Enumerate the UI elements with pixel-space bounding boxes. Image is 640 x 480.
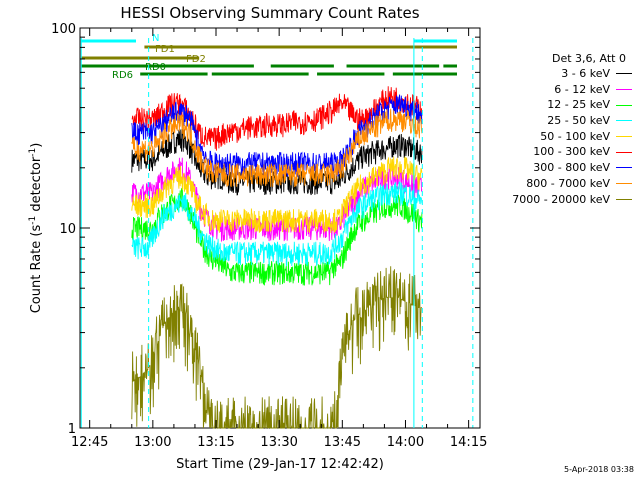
timestamp: 5-Apr-2018 03:38 [564,465,634,474]
legend-label: 6 - 12 keV [554,82,610,96]
series-line-8 [131,266,422,430]
legend-label: 50 - 100 keV [540,129,610,143]
x-tick-label: 13:15 [197,435,234,450]
legend-title: Det 3,6, Att 0 [552,52,626,65]
y-tick-label: 10 [59,222,76,237]
flag-label-rd0: RD0 [145,62,166,73]
legend-item: 6 - 12 keV [492,82,632,98]
legend-label: 100 - 300 keV [533,145,610,159]
y-tick-label: 1 [68,422,76,437]
legend-label: 3 - 6 keV [561,67,610,80]
vertical-markers [80,38,474,428]
legend-swatch [616,104,632,106]
legend-swatch [616,183,632,185]
x-tick-label: 13:30 [260,435,297,450]
legend-swatch [616,151,632,153]
legend-label: 300 - 800 keV [533,161,610,175]
legend-swatch [616,73,632,75]
legend-swatch [616,120,632,122]
series-line-7 [131,108,423,188]
series-line-4 [131,156,423,233]
x-axis-label: Start Time (29-Jan-17 12:42:42) [176,457,384,472]
legend-label: 7000 - 20000 keV [512,192,610,206]
flag-label-n: N [152,33,159,44]
legend-swatch [616,136,632,138]
legend-swatch [616,198,632,200]
legend-item: 12 - 25 keV [492,97,632,113]
x-tick-label: 12:45 [71,435,108,450]
legend: Det 3,6, Att 0 3 - 6 keV 6 - 12 keV 12 - 2… [492,52,632,207]
x-tick-label: 14:15 [450,435,487,450]
axes: 12:45 13:00 13:15 13:30 13:45 14:00 14:15 1 10 10… [51,22,487,450]
legend-swatch [616,167,632,169]
chart-title: HESSI Observing Summary Count Rates [120,4,419,22]
series-line-0 [131,129,423,196]
legend-label: 12 - 25 keV [547,98,610,112]
y-tick-label: 100 [51,22,76,37]
legend-swatch [616,89,632,91]
legend-label: 25 - 50 keV [547,114,610,128]
x-tick-label: 14:00 [387,435,424,450]
x-tick-label: 13:00 [134,435,171,450]
legend-item: 100 - 300 keV [492,144,632,160]
legend-item: 50 - 100 keV [492,129,632,145]
legend-item: 3 - 6 keV [492,66,632,82]
legend-item: 25 - 50 keV [492,113,632,129]
legend-item: 7000 - 20000 keV [492,192,632,208]
legend-item: 800 - 7000 keV [492,176,632,192]
legend-item: 300 - 800 keV [492,160,632,176]
flag-label-fd2: FD2 [186,54,206,65]
flag-label-rd6: RD6 [112,70,133,81]
series-line-3 [131,181,423,267]
series-lines [131,86,423,430]
legend-label: 800 - 7000 keV [526,176,610,190]
x-tick-label: 13:45 [324,435,361,450]
flag-label-fd1: FD1 [155,44,175,55]
y-axis-label: Count Rate (s-1 detector-1) [28,143,44,314]
